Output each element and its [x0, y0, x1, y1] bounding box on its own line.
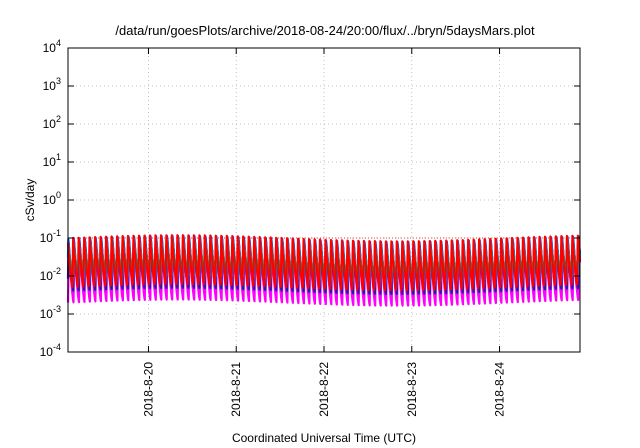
y-tick-label: 10-4	[40, 342, 61, 359]
axes: 10-4 10-3 10-2 10-1 100 101 102 103 104 2018-8-20…	[40, 38, 580, 417]
y-tick-label: 100	[43, 190, 61, 207]
y-tick-label: 104	[43, 38, 61, 55]
y-tick-label: 103	[43, 76, 61, 93]
grid	[68, 48, 580, 352]
y-tick-label: 10-3	[40, 304, 61, 321]
x-tick-label: 2018-8-21	[229, 362, 243, 417]
chart-title: /data/run/goesPlots/archive/2018-08-24/2…	[115, 23, 535, 38]
x-tick-label: 2018-8-22	[317, 362, 331, 417]
series-layer	[66, 234, 582, 307]
y-tick-label: 101	[43, 152, 61, 169]
x-tick-label: 2018-8-24	[493, 362, 507, 417]
series-line	[66, 234, 582, 292]
y-tick-label: 102	[43, 114, 61, 131]
x-tick-label: 2018-8-23	[405, 362, 419, 417]
y-tick-label: 10-1	[40, 228, 61, 245]
x-axis-label: Coordinated Universal Time (UTC)	[232, 431, 416, 445]
y-axis-label: cSv/day	[23, 179, 37, 222]
x-tick-label: 2018-8-20	[141, 362, 155, 417]
y-tick-label: 10-2	[40, 266, 61, 283]
